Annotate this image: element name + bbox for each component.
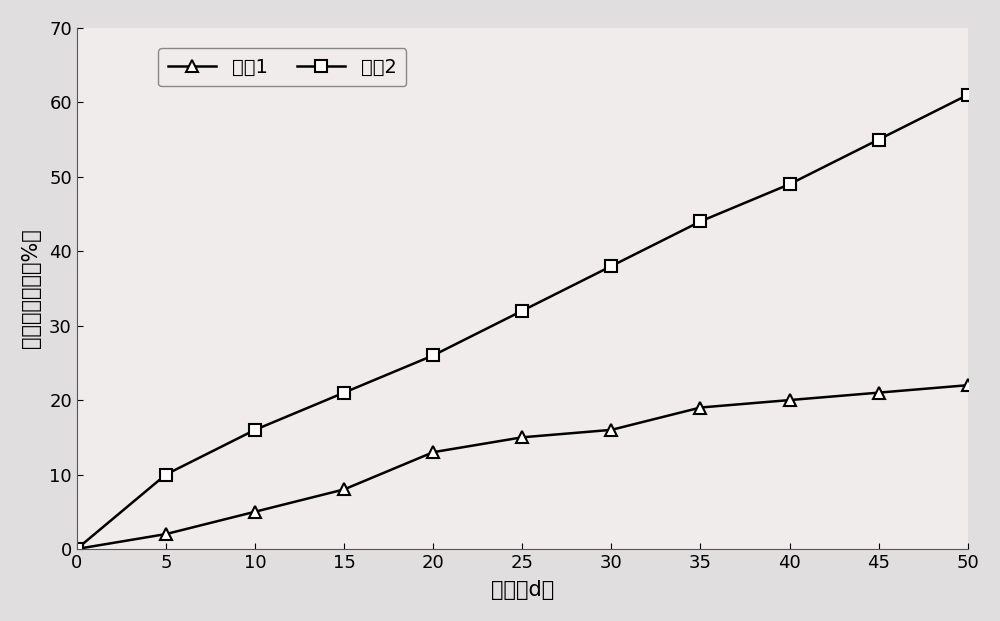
处礆1 <box>605 426 617 433</box>
处礆2 <box>694 218 706 225</box>
Legend: 处礆1, 处礆2: 处礆1, 处礆2 <box>158 48 406 86</box>
处礆2 <box>71 545 83 553</box>
处礆1 <box>338 486 350 493</box>
处礆1 <box>71 545 83 553</box>
处礆2 <box>605 262 617 270</box>
处礆1 <box>160 530 172 538</box>
处礆1 <box>962 381 974 389</box>
处礆1 <box>516 433 528 441</box>
处礆2 <box>873 136 885 143</box>
处礆2 <box>427 351 439 359</box>
处礆1 <box>427 448 439 456</box>
处礆2 <box>249 426 261 433</box>
处礆2 <box>160 471 172 478</box>
处礆2 <box>516 307 528 314</box>
Y-axis label: 石油烃去除率（%）: 石油烃去除率（%） <box>21 229 41 348</box>
处礆1 <box>249 508 261 515</box>
处礆2 <box>338 389 350 396</box>
X-axis label: 时间（d）: 时间（d） <box>491 580 554 600</box>
Line: 处礆1: 处礆1 <box>71 379 974 555</box>
处礆1 <box>873 389 885 396</box>
Line: 处礆2: 处礆2 <box>71 89 973 555</box>
处礆1 <box>694 404 706 411</box>
处礆1 <box>784 396 796 404</box>
处礆2 <box>784 181 796 188</box>
处礆2 <box>962 91 974 99</box>
